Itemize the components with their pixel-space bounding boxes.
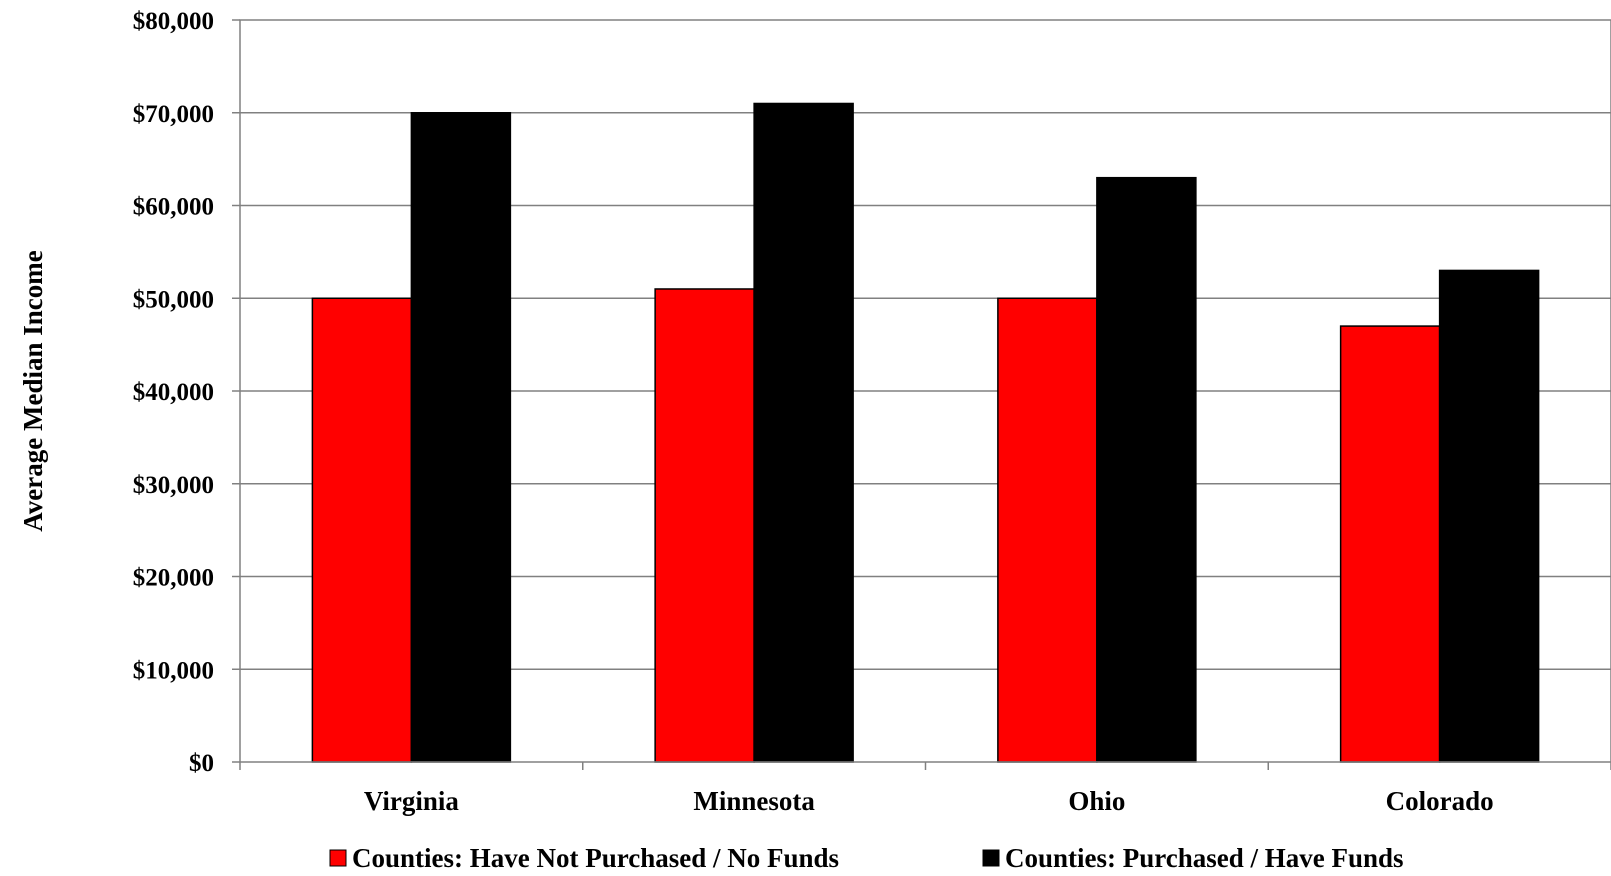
legend: Counties: Have Not Purchased / No Funds C… <box>329 843 1404 873</box>
y-axis-title: Average Median Income <box>18 250 48 531</box>
legend-swatch <box>329 849 347 867</box>
plot-area-frame <box>239 19 1611 763</box>
legend-swatch <box>982 849 1000 867</box>
y-tick-label: $60,000 <box>133 194 214 221</box>
y-tick-label: $40,000 <box>133 379 214 406</box>
legend-label: Counties: Purchased / Have Funds <box>1005 843 1404 873</box>
y-tick-label: $0 <box>189 750 214 777</box>
y-axis-ticks: $0 $10,000 $20,000 $30,000 $40,000 $50,000 $60… <box>133 8 240 777</box>
bar-have-funds-virginia <box>410 112 512 763</box>
x-category-label: Minnesota <box>693 786 815 816</box>
bar-no-funds-colorado <box>1339 325 1441 763</box>
bar-have-funds-ohio <box>1096 176 1197 763</box>
x-category-label: Ohio <box>1068 786 1125 816</box>
bar-have-funds-colorado <box>1438 269 1540 763</box>
legend-label: Counties: Have Not Purchased / No Funds <box>352 843 839 873</box>
bar-no-funds-minnesota <box>654 288 755 763</box>
x-axis-ticks <box>239 762 1611 770</box>
bar-no-funds-virginia <box>311 297 413 763</box>
y-tick-label: $30,000 <box>133 472 214 499</box>
x-axis-category-labels: Virginia Minnesota Ohio Colorado <box>364 786 1494 816</box>
y-tick-label: $80,000 <box>133 8 214 35</box>
bars <box>311 102 1540 763</box>
x-category-label: Colorado <box>1386 786 1494 816</box>
x-category-label: Virginia <box>364 786 460 816</box>
bar-no-funds-ohio <box>997 297 1098 763</box>
y-tick-label: $70,000 <box>133 101 214 128</box>
y-tick-label: $50,000 <box>133 286 214 313</box>
y-tick-label: $10,000 <box>133 657 214 684</box>
y-tick-label: $20,000 <box>133 565 214 592</box>
bar-have-funds-minnesota <box>753 102 854 763</box>
